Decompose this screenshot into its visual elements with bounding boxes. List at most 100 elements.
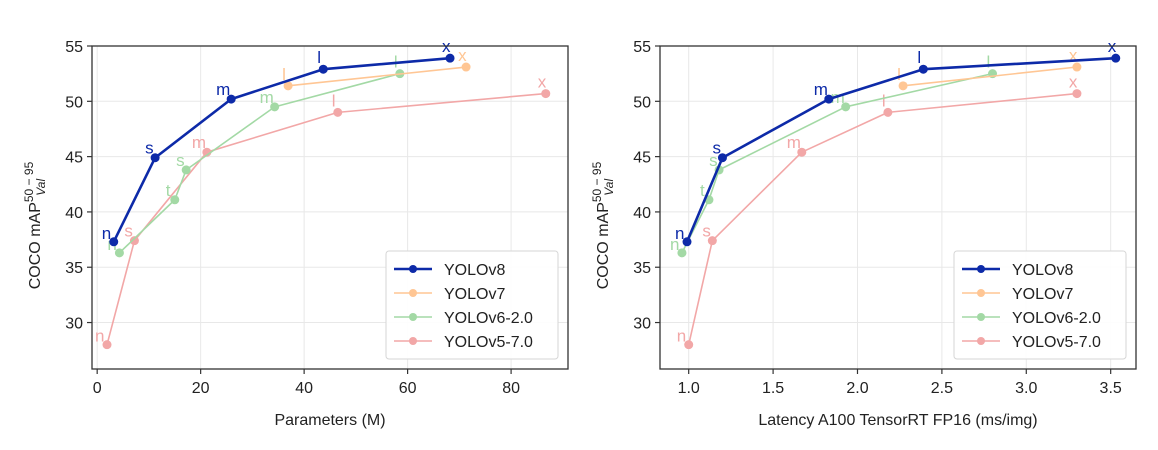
data-point	[129, 236, 139, 246]
y-tick-label: 55	[65, 39, 83, 56]
data-label: l	[332, 91, 336, 110]
data-point	[150, 153, 160, 163]
data-label: n	[95, 327, 104, 346]
legend-box	[385, 250, 559, 360]
y-tick-label: 50	[633, 94, 651, 111]
data-label: x	[1108, 37, 1117, 56]
data-point	[541, 89, 551, 99]
data-point	[883, 107, 893, 117]
data-point	[270, 102, 280, 112]
data-label: n	[670, 235, 679, 254]
data-point	[677, 248, 687, 258]
data-label: t	[166, 181, 171, 200]
data-label: l	[882, 91, 886, 110]
data-point	[918, 64, 928, 74]
data-point	[684, 340, 694, 350]
y-axis-label: COCO mAP50 − 95Val	[590, 161, 616, 289]
data-point	[226, 94, 236, 104]
legend-swatch-marker	[409, 313, 417, 321]
legend-swatch-marker	[977, 289, 985, 297]
data-point	[1072, 62, 1082, 72]
data-label: x	[1069, 73, 1078, 92]
data-label: t	[700, 181, 705, 200]
y-tick-label: 40	[65, 205, 83, 222]
x-tick-label: 40	[295, 380, 313, 397]
y-tick-label: 30	[633, 316, 651, 333]
data-point	[1072, 89, 1082, 99]
data-point	[898, 81, 908, 91]
x-tick-label: 60	[399, 380, 417, 397]
data-label: x	[538, 73, 547, 92]
data-label: s	[702, 222, 711, 241]
x-axis-label: Latency A100 TensorRT FP16 (ms/img)	[758, 412, 1037, 429]
data-label: l	[317, 48, 321, 67]
data-point	[109, 237, 119, 247]
x-tick-label: 3.5	[1100, 380, 1122, 397]
data-point	[181, 165, 191, 175]
legend-label: YOLOv8	[444, 262, 505, 279]
data-label: n	[102, 224, 111, 243]
y-tick-label: 50	[65, 94, 83, 111]
x-tick-label: 1.0	[678, 380, 700, 397]
data-point	[707, 236, 717, 246]
axes-frame	[91, 45, 569, 370]
data-label: x	[442, 37, 451, 56]
data-label: s	[176, 151, 185, 170]
x-axis-label: Parameters (M)	[274, 412, 385, 429]
legend-swatch-marker	[977, 337, 985, 345]
data-label: m	[192, 133, 206, 152]
data-label: m	[216, 80, 230, 99]
axes-frame	[659, 45, 1137, 370]
x-tick-label: 3.0	[1015, 380, 1037, 397]
data-label: s	[145, 139, 154, 158]
data-label: x	[1069, 46, 1078, 65]
x-tick-label: 2.0	[846, 380, 868, 397]
y-tick-label: 30	[65, 316, 83, 333]
legend-label: YOLOv5-7.0	[1012, 334, 1101, 351]
y-tick-label: 45	[633, 150, 651, 167]
legend-label: YOLOv6-2.0	[444, 310, 533, 327]
y-axis-label: COCO mAP50 − 95Val	[22, 161, 48, 289]
series-line-yolov7	[902, 66, 1078, 87]
legend: YOLOv8 YOLOv7 YOLOv6-2.0 YOLOv5-7.0	[953, 250, 1127, 360]
data-point	[682, 237, 692, 247]
data-point	[1111, 53, 1121, 63]
legend: YOLOv8 YOLOv7 YOLOv6-2.0 YOLOv5-7.0	[385, 250, 559, 360]
data-point	[824, 94, 834, 104]
data-point	[717, 153, 727, 163]
legend-swatch-marker	[977, 265, 985, 273]
x-tick-label: 0	[93, 380, 102, 397]
data-label: l	[282, 65, 286, 84]
legend-swatch-marker	[409, 337, 417, 345]
y-tick-label: 55	[633, 39, 651, 56]
data-label: m	[787, 133, 801, 152]
chart-panel-1: nsmlxntsmllxnsmlx020406080303540455055Pa…	[22, 37, 569, 429]
legend-label: YOLOv5-7.0	[444, 334, 533, 351]
y-tick-label: 40	[633, 205, 651, 222]
y-tick-label: 35	[65, 260, 83, 277]
legend-label: YOLOv8	[1012, 262, 1073, 279]
data-label: l	[987, 53, 991, 72]
data-point	[797, 147, 807, 157]
legend-label: YOLOv7	[1012, 286, 1073, 303]
x-tick-label: 80	[502, 380, 520, 397]
data-label: s	[709, 151, 718, 170]
data-point	[283, 81, 293, 91]
data-label: m	[260, 88, 274, 107]
data-label: l	[917, 48, 921, 67]
data-point	[114, 248, 124, 258]
data-point	[333, 107, 343, 117]
data-label: l	[897, 65, 901, 84]
series-line-yolov8	[112, 56, 451, 243]
x-tick-label: 2.5	[931, 380, 953, 397]
x-tick-label: 1.5	[762, 380, 784, 397]
data-point	[841, 102, 851, 112]
data-point	[318, 64, 328, 74]
data-label: n	[677, 327, 686, 346]
legend-label: YOLOv6-2.0	[1012, 310, 1101, 327]
legend-swatch-marker	[409, 289, 417, 297]
legend-label: YOLOv7	[444, 286, 505, 303]
x-tick-label: 20	[192, 380, 210, 397]
